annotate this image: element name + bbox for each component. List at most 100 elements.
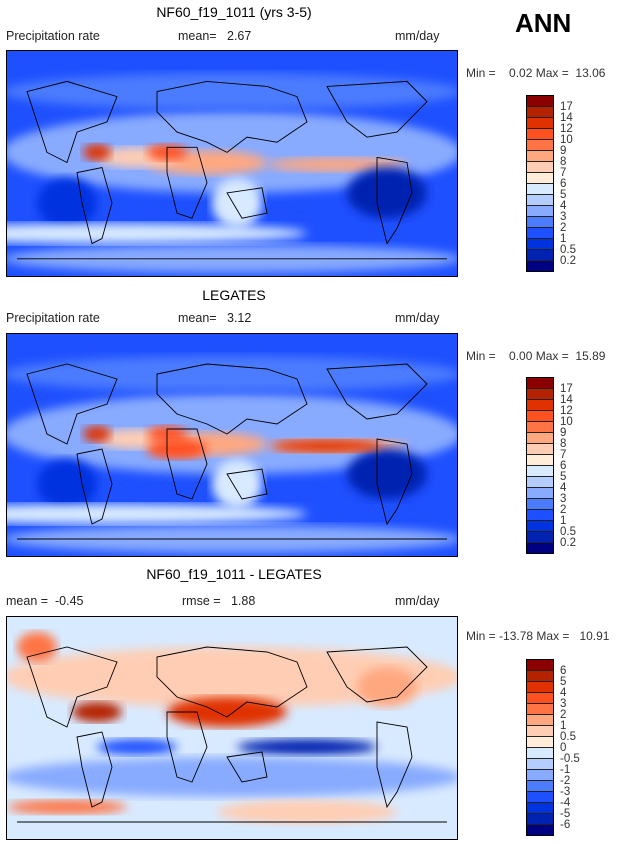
colorbar-label: 14 <box>560 394 573 406</box>
colorbar-box <box>527 107 553 118</box>
season-label: ANN <box>515 8 572 38</box>
panel3-min-label: Min = <box>466 629 496 643</box>
panel2-map <box>6 333 458 557</box>
colorbar-label: 7 <box>560 449 567 461</box>
panel1-colorbar <box>526 95 554 272</box>
panel1-min: 0.02 <box>509 66 533 80</box>
colorbar-box <box>527 466 553 477</box>
panel1-title: NF60_f19_1011 (yrs 3-5) <box>156 4 312 20</box>
panel3-colorbar <box>526 659 554 836</box>
colorbar-box <box>527 140 553 151</box>
colorbar-label: 0.5 <box>560 244 576 256</box>
colorbar-label: -6 <box>560 819 571 831</box>
colorbar-label: 4 <box>560 200 567 212</box>
colorbar-box <box>527 488 553 499</box>
colorbar-box <box>527 444 553 455</box>
colorbar-label: -3 <box>560 786 571 798</box>
colorbar-box <box>527 239 553 250</box>
colorbar-box <box>527 96 553 107</box>
colorbar-box <box>527 378 553 389</box>
colorbar-box <box>527 770 553 781</box>
panel3-max: 10.91 <box>579 629 610 643</box>
colorbar-box <box>527 521 553 532</box>
colorbar-box <box>527 389 553 400</box>
panel1-max: 13.06 <box>575 66 606 80</box>
panel2-mean-value: 3.12 <box>227 311 252 325</box>
colorbar-box <box>527 228 553 239</box>
panel2-min: 0.00 <box>509 349 533 363</box>
panel1-max-label: Max = <box>535 66 569 80</box>
colorbar-box <box>527 173 553 184</box>
colorbar-box <box>527 510 553 521</box>
colorbar-label: 3 <box>560 493 567 505</box>
panel2-mean-label: mean= <box>178 311 217 325</box>
panel1-mean-label: mean= <box>178 29 217 43</box>
panel3-title: NF60_f19_1011 - LEGATES <box>146 566 322 582</box>
colorbar-label: 17 <box>560 383 573 395</box>
colorbar-box <box>527 206 553 217</box>
colorbar-label: 3 <box>560 211 567 223</box>
colorbar-label: 3 <box>560 698 567 710</box>
colorbar-label: 5 <box>560 676 567 688</box>
panel2-min-label: Min = <box>466 349 496 363</box>
colorbar-label: 7 <box>560 167 567 179</box>
colorbar-label: 8 <box>560 438 567 450</box>
colorbar-label: 9 <box>560 145 567 157</box>
colorbar-label: 0.2 <box>560 255 576 267</box>
panel3-max-label: Max = <box>536 629 570 643</box>
colorbar-box <box>527 682 553 693</box>
colorbar-box <box>527 433 553 444</box>
colorbar-box <box>527 477 553 488</box>
panel1-variable: Precipitation rate <box>6 29 100 43</box>
colorbar-label: 5 <box>560 189 567 201</box>
panel3-min: -13.78 <box>499 629 534 643</box>
colorbar-box <box>527 704 553 715</box>
colorbar-label: 0 <box>560 742 567 754</box>
colorbar-label: 5 <box>560 471 567 483</box>
colorbar-label: 4 <box>560 482 567 494</box>
colorbar-box <box>527 499 553 510</box>
colorbar-label: 17 <box>560 101 573 113</box>
colorbar-label: -0.5 <box>560 753 580 765</box>
colorbar-label: -5 <box>560 808 571 820</box>
colorbar-box <box>527 693 553 704</box>
colorbar-box <box>527 118 553 129</box>
colorbar-label: 0.5 <box>560 731 576 743</box>
panel1-map <box>6 50 458 277</box>
colorbar-box <box>527 660 553 671</box>
colorbar-label: 1 <box>560 233 567 245</box>
colorbar-label: 10 <box>560 134 573 146</box>
colorbar-label: 2 <box>560 222 567 234</box>
colorbar-box <box>527 261 553 271</box>
colorbar-box <box>527 781 553 792</box>
colorbar-label: 4 <box>560 687 567 699</box>
panel1-units: mm/day <box>395 29 440 43</box>
colorbar-label: -2 <box>560 775 571 787</box>
colorbar-box <box>527 814 553 825</box>
colorbar-box <box>527 129 553 140</box>
map-field <box>7 617 457 839</box>
colorbar-label: 1 <box>560 720 567 732</box>
colorbar-box <box>527 411 553 422</box>
colorbar-box <box>527 250 553 261</box>
colorbar-box <box>527 792 553 803</box>
colorbar-label: 6 <box>560 178 567 190</box>
panel1-min-label: Min = <box>466 66 496 80</box>
colorbar-label: 0.2 <box>560 537 576 549</box>
panel1-mean-value: 2.67 <box>227 29 252 43</box>
colorbar-box <box>527 400 553 411</box>
colorbar-label: 6 <box>560 460 567 472</box>
panel3-mean-value: -0.45 <box>55 594 84 608</box>
colorbar-box <box>527 184 553 195</box>
colorbar-label: 10 <box>560 416 573 428</box>
colorbar-label: 9 <box>560 427 567 439</box>
colorbar-label: -4 <box>560 797 571 809</box>
map-field <box>7 334 457 556</box>
colorbar-label: 8 <box>560 156 567 168</box>
colorbar-box <box>527 195 553 206</box>
colorbar-box <box>527 803 553 814</box>
colorbar-label: 1 <box>560 515 567 527</box>
colorbar-box <box>527 532 553 543</box>
panel2-variable: Precipitation rate <box>6 311 100 325</box>
colorbar-box <box>527 737 553 748</box>
